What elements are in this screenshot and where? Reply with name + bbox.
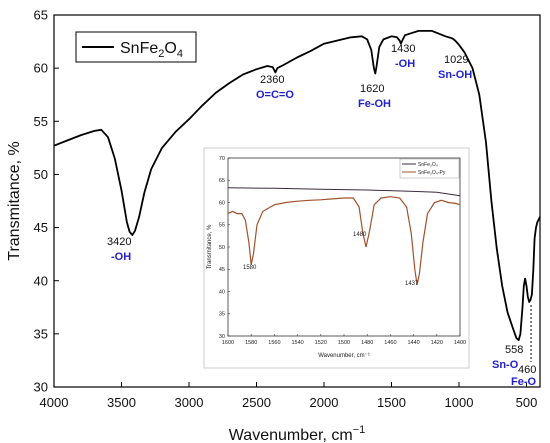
x-tick-label: 1580 <box>245 340 257 346</box>
x-tick-label: 1000 <box>445 395 474 410</box>
y-tick-label: 55 <box>34 114 48 129</box>
annotation-1430-number: 1430 <box>391 43 415 55</box>
inset-annotation-1580: 1580 <box>243 265 257 271</box>
inset-annotation-1437: 1437 <box>405 281 419 287</box>
annotation-1029-group: Sn-OH <box>438 69 472 81</box>
annotation-3420-group: -OH <box>111 251 131 263</box>
x-tick-label: 3500 <box>107 395 136 410</box>
inset-legend-label-1: SnFe₂O₄-Py <box>418 170 446 176</box>
annotation-1620-group: Fe-OH <box>358 98 391 110</box>
y-tick-label: 30 <box>34 380 48 395</box>
inset-plot: 1600 1580 1560 1540 1520 1500 1480 1460 1440 1420… <box>203 147 470 369</box>
x-tick-label: 1420 <box>431 340 443 346</box>
x-tick-label: 3000 <box>175 395 204 410</box>
y-tick-label: 50 <box>34 167 48 182</box>
y-tick-label: 30 <box>219 334 225 340</box>
annotation-558-number: 558 <box>505 344 523 356</box>
x-tick-label: 1540 <box>291 340 303 346</box>
y-tick-label: 60 <box>34 61 48 76</box>
inset-background <box>203 147 470 369</box>
y-tick-label: 40 <box>34 273 48 288</box>
inset-x-ticks: 1600 1580 1560 1540 1520 1500 1480 1460 1440 1420… <box>222 334 466 346</box>
x-tick-label: 2500 <box>242 395 271 410</box>
y-tick-label: 70 <box>219 156 225 162</box>
inset-x-axis-label: Wavenumber, cm⁻¹ <box>318 353 370 359</box>
x-tick-label: 1500 <box>338 340 350 346</box>
annotation-460-group: Fe-O <box>511 376 537 388</box>
legend-label: SnFe2O4 <box>120 40 183 60</box>
x-tick-label: 1460 <box>384 340 396 346</box>
inset-legend: SnFe₂O₄ SnFe₂O₄-Py <box>399 158 460 179</box>
annotation-2360-number: 2360 <box>260 74 284 86</box>
annotation-1620-number: 1620 <box>360 83 384 95</box>
x-tick-label: 1520 <box>315 340 327 346</box>
annotation-1430-group: -OH <box>395 58 415 70</box>
y-tick-label: 35 <box>219 312 225 318</box>
main-x-axis-label: Wavenumber, cm−1 <box>229 424 365 443</box>
y-tick-label: 45 <box>219 267 225 273</box>
inset-series-snfe2o4-py-line <box>227 196 461 285</box>
annotation-460-number: 460 <box>518 364 536 376</box>
x-tick-label: 1500 <box>377 395 406 410</box>
inset-legend-label-0: SnFe₂O₄ <box>418 162 438 168</box>
x-tick-label: 2000 <box>310 395 339 410</box>
y-tick-label: 45 <box>34 220 48 235</box>
inset-series-snfe2o4-line <box>227 187 461 197</box>
x-tick-label: 1400 <box>454 340 466 346</box>
main-annotations: 3420 -OH 2360 O=C=O 1620 Fe-OH 1430 -OH … <box>107 43 537 388</box>
annotation-558-group: Sn-O <box>492 359 519 371</box>
annotation-2360-group: O=C=O <box>256 89 294 101</box>
x-tick-label: 1440 <box>407 340 419 346</box>
inset-y-axis-label: Transmitance, % <box>207 224 213 269</box>
main-series-line <box>53 30 541 342</box>
y-tick-label: 55 <box>219 223 225 229</box>
y-tick-label: 60 <box>219 200 225 206</box>
y-tick-label: 40 <box>219 289 225 295</box>
inset-annotation-1480: 1480 <box>353 232 367 238</box>
inset-y-ticks: 30 35 40 45 50 55 60 65 70 <box>219 156 230 340</box>
main-x-ticks: 4000 3500 3000 2500 2000 1500 1000 500 <box>40 382 538 410</box>
annotation-1029-number: 1029 <box>444 54 468 66</box>
main-y-axis-label: Transmitance, % <box>6 141 23 260</box>
y-tick-label: 65 <box>219 178 225 184</box>
y-tick-label: 50 <box>219 245 225 251</box>
x-tick-label: 1600 <box>222 340 234 346</box>
main-y-ticks: 30 35 40 45 50 55 60 65 <box>34 8 59 395</box>
x-tick-label: 500 <box>516 395 538 410</box>
x-tick-label: 1480 <box>361 340 373 346</box>
y-tick-label: 35 <box>34 326 48 341</box>
annotation-3420-number: 3420 <box>107 236 131 248</box>
x-tick-label: 1560 <box>268 340 280 346</box>
x-tick-label: 4000 <box>40 395 69 410</box>
main-legend: SnFe2O4 <box>75 31 197 63</box>
y-tick-label: 65 <box>34 8 48 23</box>
